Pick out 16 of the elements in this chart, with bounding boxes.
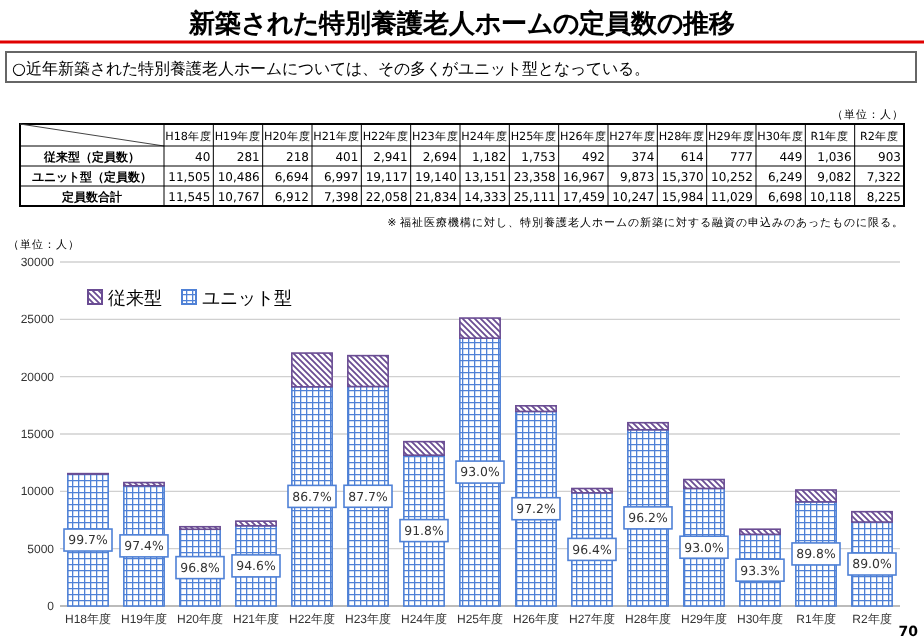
bar: [515, 405, 557, 413]
bar: [627, 421, 669, 431]
bar: [851, 510, 893, 523]
bar: [571, 487, 613, 494]
bar: [683, 478, 725, 490]
legend-label: 従来型: [108, 288, 162, 310]
bar: [291, 352, 333, 388]
bar: [795, 489, 837, 503]
text: ○近年新築された特別養護老人ホームについては、その多くがユニット型となっている。: [12, 60, 650, 78]
legend-label: ユニット型: [202, 288, 292, 310]
bar: [739, 528, 781, 536]
bar: [459, 317, 501, 339]
bar: [235, 520, 277, 527]
bar: [347, 354, 389, 388]
text: 新築された特別養護老人ホームの定員数の推移: [187, 8, 735, 40]
bar: [403, 440, 445, 456]
